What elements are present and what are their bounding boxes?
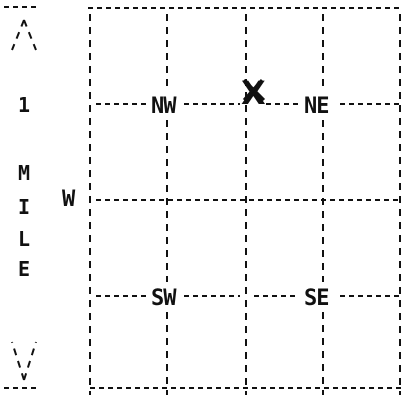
vertical-grid xyxy=(89,14,401,395)
quadrant-label-sw: SW xyxy=(151,286,177,311)
down-arrow-icon xyxy=(11,341,37,381)
up-arrow-icon xyxy=(11,19,37,51)
quadrant-label-nw: NW xyxy=(151,94,177,119)
horizontal-grid xyxy=(96,103,400,297)
scale-label-e: E xyxy=(18,257,30,281)
scale-label-m: M xyxy=(18,161,30,185)
scale-bar: 1 M I L E xyxy=(4,6,40,389)
scale-label-l: L xyxy=(18,227,30,251)
quadrant-label-se: SE xyxy=(304,286,329,311)
quadrant-label-ne: NE xyxy=(304,94,329,119)
west-label: W xyxy=(62,187,76,212)
player-x-icon: X xyxy=(241,74,266,112)
scale-label-i: I xyxy=(18,195,30,219)
scale-label-1: 1 xyxy=(18,93,30,117)
